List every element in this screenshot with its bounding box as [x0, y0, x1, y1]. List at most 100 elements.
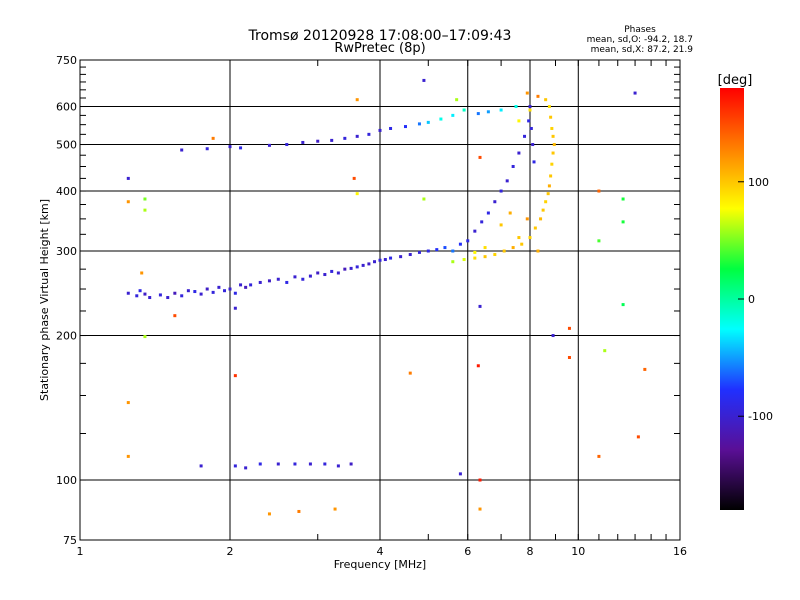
data-point: [316, 139, 320, 143]
data-point: [528, 236, 532, 240]
data-point: [517, 236, 521, 240]
data-point: [301, 140, 305, 144]
data-point: [173, 291, 177, 295]
data-point: [297, 509, 301, 513]
data-point: [549, 115, 553, 119]
data-point: [621, 303, 625, 307]
data-point: [367, 132, 371, 136]
data-point: [186, 289, 190, 293]
data-point: [478, 478, 482, 482]
data-point: [473, 229, 477, 233]
data-point: [422, 197, 426, 201]
data-point: [551, 334, 555, 338]
data-point: [126, 454, 130, 458]
data-point: [480, 220, 484, 224]
color-scale-tick-label: -100: [748, 410, 773, 423]
data-point: [478, 304, 482, 308]
data-point: [267, 512, 271, 516]
grid-lines: [80, 60, 680, 540]
data-point: [493, 253, 497, 257]
data-point: [336, 271, 340, 275]
data-point: [135, 294, 139, 298]
data-point: [531, 143, 535, 147]
data-point: [603, 349, 607, 353]
y-tick-label: 600: [56, 101, 77, 114]
data-point: [550, 162, 554, 166]
data-point: [551, 134, 555, 138]
data-point: [525, 217, 529, 221]
data-point: [525, 91, 529, 95]
data-point: [143, 208, 147, 212]
data-point: [267, 143, 271, 147]
data-point: [205, 147, 209, 151]
data-point: [383, 258, 387, 262]
data-point: [528, 105, 532, 109]
data-point: [244, 466, 248, 470]
data-point: [451, 260, 455, 264]
data-point: [527, 119, 531, 123]
data-point: [293, 275, 297, 279]
data-point: [435, 248, 439, 252]
data-point: [239, 146, 243, 150]
data-point: [199, 292, 203, 296]
data-point: [361, 263, 365, 267]
data-point: [205, 287, 209, 291]
x-tick-label: 4: [377, 545, 384, 558]
data-point: [541, 208, 545, 212]
y-tick-label: 200: [56, 330, 77, 343]
x-tick-label: 1: [77, 545, 84, 558]
data-point: [549, 174, 553, 178]
data-point: [180, 294, 184, 298]
data-point: [532, 160, 536, 164]
data-point: [528, 108, 532, 112]
data-point: [417, 250, 421, 254]
data-point: [493, 200, 497, 204]
data-point: [308, 274, 312, 278]
data-point: [285, 143, 289, 147]
phases-heading: Phases: [624, 25, 656, 35]
data-point: [514, 105, 518, 109]
data-point: [249, 283, 253, 287]
data-point: [217, 285, 221, 289]
data-point: [349, 266, 353, 270]
data-point: [547, 184, 551, 188]
y-tick-label: 750: [56, 54, 77, 67]
data-point: [517, 151, 521, 155]
axes: 1 2 4 6 8 10 16 75 100 200 300 400 500 600 750: [56, 54, 687, 558]
data-point: [199, 464, 203, 468]
data-point: [126, 176, 130, 180]
data-point: [476, 112, 480, 116]
data-point: [505, 179, 509, 183]
data-point: [239, 283, 243, 287]
data-point: [233, 464, 237, 468]
data-point: [143, 197, 147, 201]
data-point: [308, 462, 312, 466]
data-point: [258, 280, 262, 284]
data-point: [367, 262, 371, 266]
y-tick-label: 75: [63, 534, 77, 547]
data-point: [466, 239, 470, 243]
data-point: [451, 113, 455, 117]
data-point: [211, 136, 215, 140]
data-point: [520, 242, 524, 246]
data-point: [389, 256, 393, 260]
data-point: [499, 189, 503, 193]
data-point: [544, 98, 548, 102]
data-point: [323, 273, 327, 277]
data-point: [138, 289, 142, 293]
data-point: [399, 255, 403, 259]
data-point: [276, 462, 280, 466]
data-point: [455, 98, 459, 102]
data-point: [233, 306, 237, 310]
data-points: [126, 78, 647, 516]
data-point: [536, 94, 540, 98]
y-axis-label: Stationary phase Virtual Height [km]: [38, 199, 51, 401]
x-tick-label: 8: [527, 545, 534, 558]
data-point: [478, 507, 482, 511]
data-point: [511, 164, 515, 168]
data-point: [476, 364, 480, 368]
y-tick-label: 400: [56, 185, 77, 198]
data-point: [355, 265, 359, 269]
data-point: [458, 242, 462, 246]
